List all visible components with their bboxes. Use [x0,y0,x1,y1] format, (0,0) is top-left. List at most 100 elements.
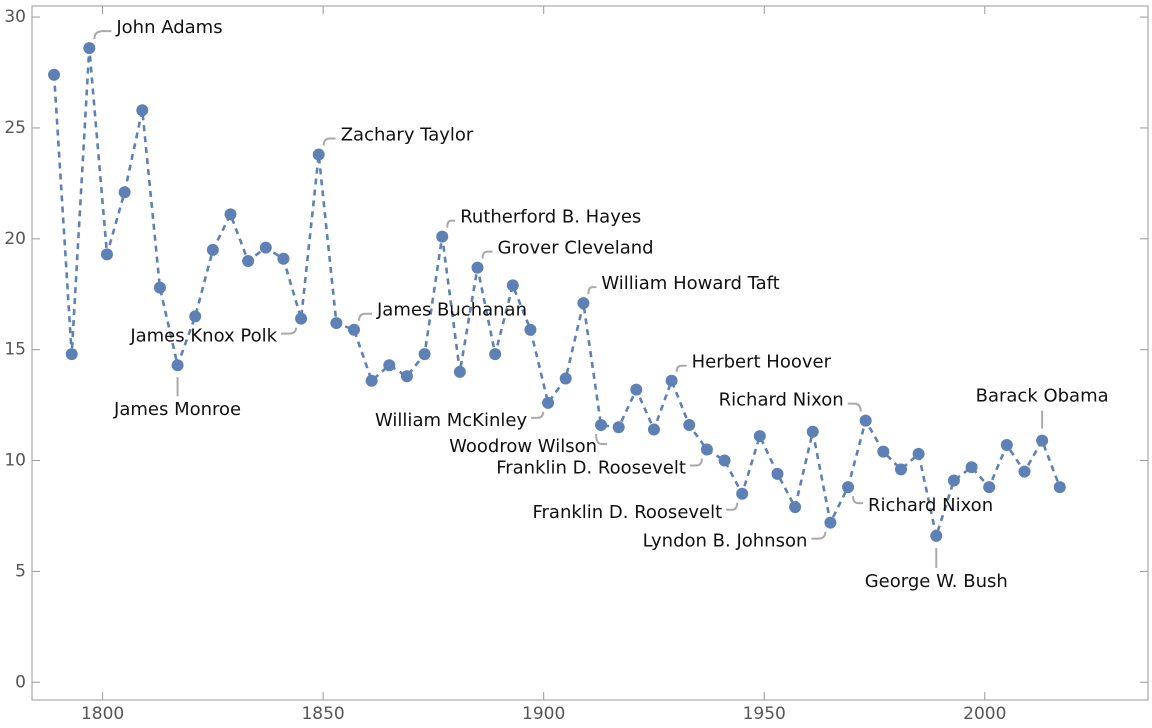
annotation-label: Herbert Hoover [692,352,832,373]
data-point [665,374,678,387]
annotation-leader [446,219,456,228]
annotation-label: Richard Nixon [719,390,844,411]
data-point [400,370,413,383]
data-point [136,104,149,117]
annotation-label: Grover Cleveland [498,238,654,259]
x-tick-label: 1800 [81,704,124,724]
data-point [365,374,378,387]
data-point [700,443,713,456]
annotation-label: Zachary Taylor [341,125,474,146]
annotation-label: William McKinley [375,410,527,431]
data-point [930,529,943,542]
data-point [153,281,166,294]
annotation-leader [675,364,687,372]
data-point [348,323,361,336]
y-tick-label: 0 [15,672,26,692]
data-point [48,68,61,81]
data-point [118,186,131,199]
annotation-label: Franklin D. Roosevelt [496,457,686,478]
data-point [983,481,996,494]
annotation-label: John Adams [115,17,222,38]
x-tick-label: 1950 [743,704,786,724]
data-point [1000,439,1013,452]
annotation-label: Woodrow Wilson [449,436,597,457]
data-point [471,261,484,274]
annotation-label: Barack Obama [976,386,1109,407]
data-point [295,312,308,325]
x-tick-label: 2000 [963,704,1006,724]
data-point [842,481,855,494]
data-point [595,419,608,432]
annotation-leader [587,286,597,295]
data-point [224,208,237,221]
y-tick-label: 5 [15,561,26,581]
data-point [612,421,625,434]
annotation-label: George W. Bush [865,571,1008,592]
annotation-label: Richard Nixon [868,495,993,516]
plot-frame [31,5,1149,701]
annotation-label: Franklin D. Roosevelt [532,502,722,523]
data-point [1053,481,1066,494]
annotation-label: Lyndon B. Johnson [643,531,808,552]
data-point [718,454,731,467]
annotation-label: James Knox Polk [129,326,277,347]
data-point [436,230,449,243]
data-point [947,474,960,487]
data-point [912,447,925,460]
data-point [753,430,766,443]
series-line [52,47,1062,541]
data-point [824,516,837,529]
annotation-leader [358,312,373,321]
y-tick-label: 30 [4,7,26,27]
data-point [771,467,784,480]
annotation-label: Rutherford B. Hayes [460,207,641,228]
annotation-leader [93,30,112,40]
data-point [206,243,219,256]
annotation-leader [852,496,864,505]
annotation-label: James Monroe [113,399,241,420]
data-point [577,297,590,310]
data-point [330,317,343,330]
data-point [894,463,907,476]
annotation-label: William Howard Taft [601,273,779,294]
data-point [524,323,537,336]
annotation-leader [595,434,608,446]
data-point [630,383,643,396]
data-point [877,445,890,458]
data-point [1018,465,1031,478]
data-point [189,310,202,323]
data-point [453,365,466,378]
data-point [312,148,325,161]
data-point [789,501,802,514]
data-point [506,279,519,292]
annotation-leader [726,502,739,511]
annotation-leader [531,411,545,419]
data-point [259,241,272,254]
annotation-label: James Buchanan [376,300,527,321]
data-point [100,248,113,261]
data-point [418,348,431,361]
data-point [277,252,290,265]
data-point [965,461,978,474]
y-tick-label: 25 [4,118,26,138]
y-tick-label: 20 [4,229,26,249]
data-point [83,42,96,55]
data-point [65,348,78,361]
annotation-leader [322,137,336,146]
data-point [171,359,184,372]
data-point [806,425,819,438]
annotation-leader [281,327,298,335]
data-point [683,419,696,432]
x-tick-label: 1850 [301,704,344,724]
data-point [859,414,872,427]
data-point [489,348,502,361]
y-tick-label: 15 [4,340,26,360]
data-point [1036,434,1049,447]
data-point [242,254,255,267]
x-tick-label: 1900 [522,704,565,724]
data-point [383,359,396,372]
annotation-leader [847,402,862,412]
data-point [542,396,555,409]
annotation-leader [689,458,703,467]
